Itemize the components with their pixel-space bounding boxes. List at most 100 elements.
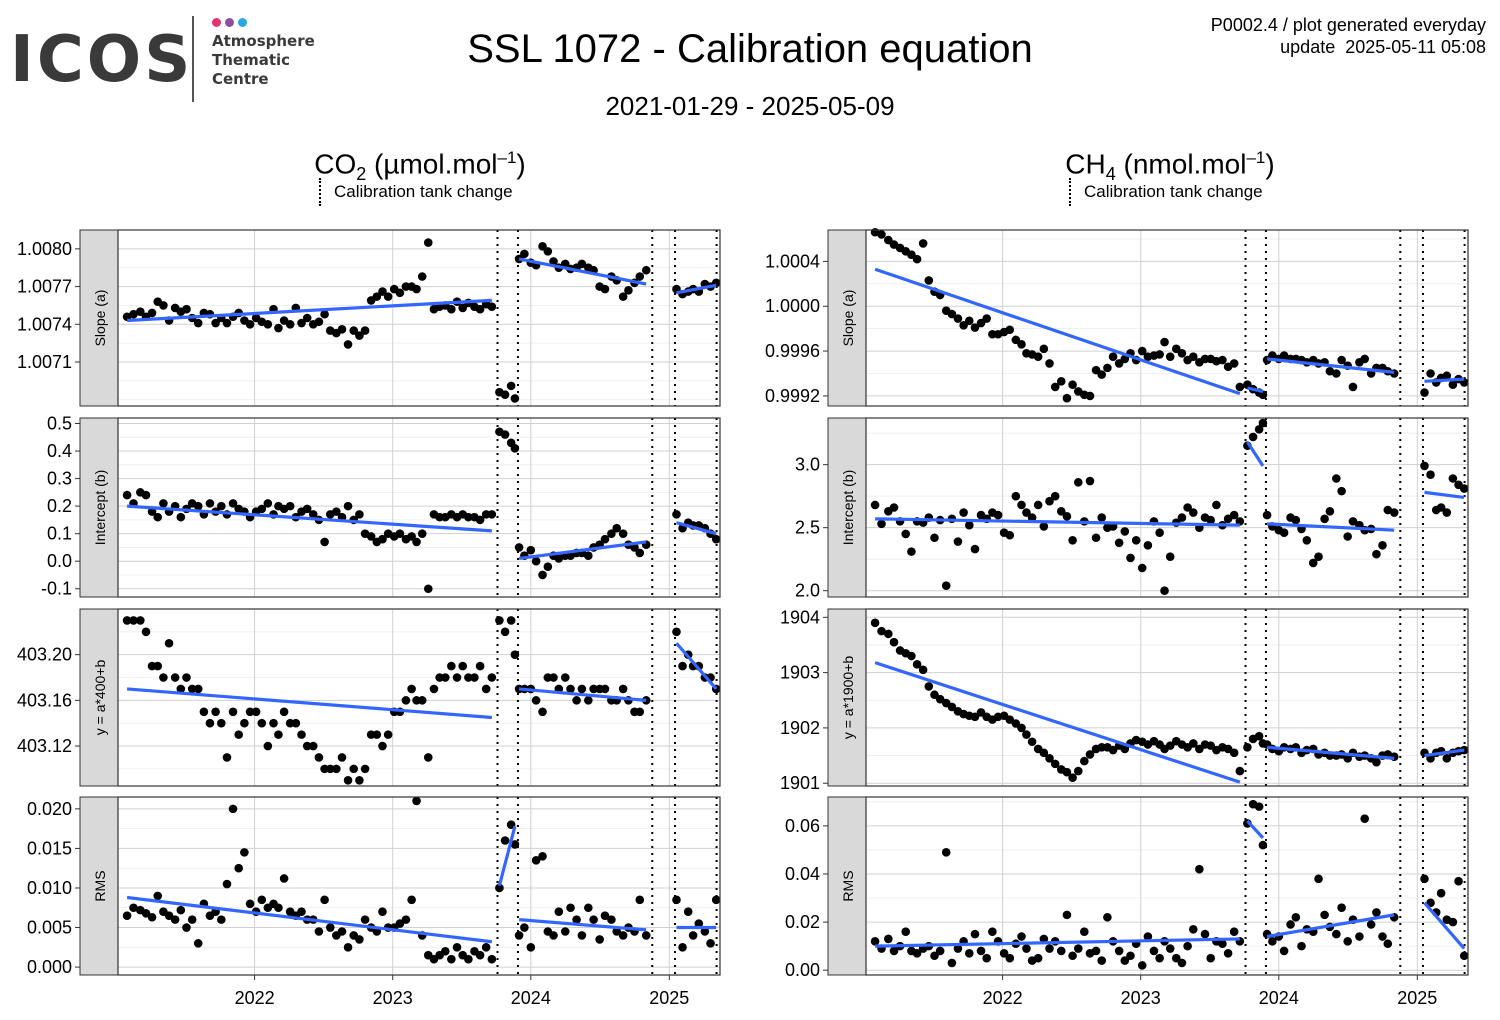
data-point: [624, 286, 633, 295]
data-point: [607, 915, 616, 924]
data-point: [947, 702, 957, 712]
trend-line: [518, 918, 647, 932]
unit: (µmol.mol: [366, 148, 498, 180]
data-point: [1039, 344, 1049, 354]
y-tick-label: 1.0074: [17, 314, 72, 334]
facet-strip-label: Intercept (b): [92, 470, 108, 545]
data-point: [694, 919, 704, 928]
data-point: [263, 319, 273, 329]
data-point: [141, 627, 151, 637]
data-point: [901, 529, 911, 539]
data-point: [383, 292, 393, 301]
data-point: [953, 314, 963, 323]
data-point: [912, 949, 922, 958]
data-point: [1062, 767, 1072, 777]
data-point: [320, 537, 329, 547]
data-point: [510, 650, 520, 659]
panel-border: [865, 417, 1469, 598]
data-point: [1027, 737, 1037, 747]
data-point: [1068, 773, 1077, 783]
data-point: [635, 548, 645, 558]
y-tick-label: 0.06: [785, 816, 820, 836]
trend-line: [1246, 819, 1265, 839]
trend-line: [1424, 490, 1465, 500]
x-tick-label: 2024: [1259, 988, 1299, 1008]
data-point: [514, 931, 524, 940]
data-point: [1206, 515, 1216, 525]
data-point: [520, 249, 529, 259]
data-point: [970, 544, 980, 554]
data-point: [1120, 956, 1130, 965]
data-point: [1017, 932, 1026, 941]
data-point: [1050, 491, 1060, 501]
page-title: SSL 1072 - Calibration equation: [467, 27, 1033, 71]
data-point: [211, 707, 220, 717]
data-point: [964, 520, 974, 530]
data-point: [308, 741, 318, 751]
data-point: [1080, 927, 1089, 937]
data-point: [1097, 370, 1107, 379]
data-point: [1343, 532, 1352, 541]
data-point: [912, 660, 922, 669]
data-point: [1297, 941, 1306, 951]
data-point: [912, 254, 922, 264]
logo-sub-line: Thematic: [212, 51, 291, 69]
ch4-unit-title: CH4 (nmol.mol–1): [870, 138, 1470, 194]
data-point: [297, 318, 306, 328]
data-point: [1372, 549, 1381, 559]
data-point: [1378, 541, 1387, 550]
data-point: [877, 519, 886, 529]
data-point: [395, 288, 405, 298]
y-tick-label: 0.015: [27, 838, 72, 858]
data-point: [245, 319, 255, 329]
data-point: [1459, 484, 1469, 493]
data-point: [1108, 352, 1118, 361]
data-point: [1235, 382, 1245, 392]
data-point: [1091, 533, 1101, 543]
y-tick-label: 0.9996: [765, 341, 820, 361]
data-point: [1188, 352, 1198, 361]
data-point: [205, 499, 215, 508]
facet-strip: [827, 417, 867, 598]
data-point: [1235, 766, 1245, 776]
data-point: [870, 937, 880, 946]
data-point: [481, 943, 491, 952]
data-point: [566, 903, 575, 913]
facet-strip-label: RMS: [840, 870, 856, 901]
data-point: [182, 673, 191, 682]
data-point: [122, 490, 132, 500]
data-point: [1308, 558, 1318, 568]
data-point: [447, 304, 456, 314]
data-point: [407, 895, 416, 905]
data-point: [1085, 750, 1095, 759]
trend-line: [874, 267, 1241, 396]
data-point: [1378, 932, 1387, 941]
data-point: [1254, 425, 1264, 434]
data-point: [222, 879, 232, 889]
data-point: [930, 951, 939, 961]
data-point: [549, 931, 558, 940]
data-point: [1137, 563, 1147, 573]
y-tick-label: 0.4: [47, 441, 72, 461]
data-point: [1085, 391, 1095, 401]
data-point: [970, 323, 980, 332]
data-point: [635, 895, 645, 905]
data-point: [560, 673, 570, 682]
data-point: [170, 915, 180, 924]
data-point: [1073, 944, 1083, 953]
trend-line: [676, 521, 717, 536]
data-point: [554, 554, 564, 563]
panel-background: [118, 418, 720, 597]
data-point: [407, 684, 416, 694]
data-point: [1137, 346, 1147, 356]
data-point: [600, 534, 610, 544]
data-point: [447, 661, 456, 671]
data-point: [618, 529, 628, 538]
data-point: [999, 949, 1009, 958]
data-point: [1254, 802, 1264, 811]
data-point: [1279, 528, 1289, 538]
data-point: [257, 504, 267, 514]
y-tick-label: 0.2: [47, 496, 72, 516]
data-point: [1279, 351, 1289, 360]
data-point: [378, 741, 387, 751]
